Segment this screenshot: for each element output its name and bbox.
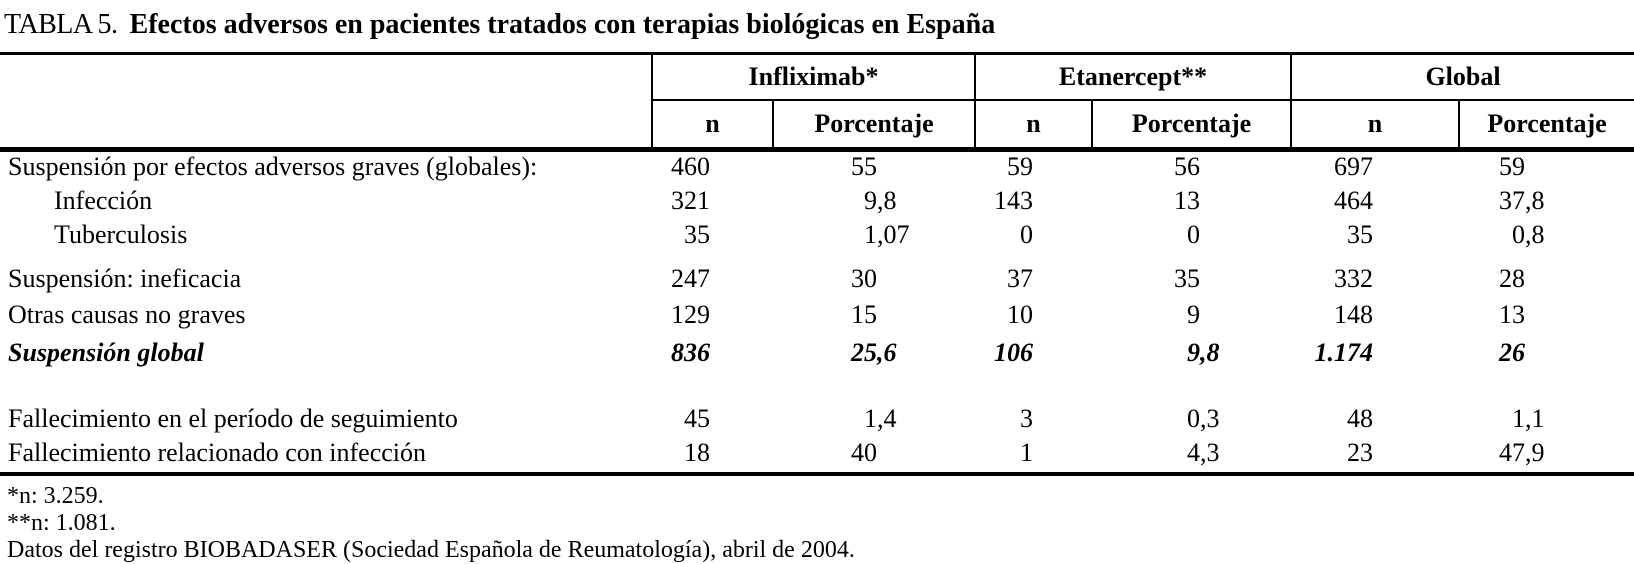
table-cell: 28	[1499, 264, 1526, 293]
table-cell: 464	[1334, 186, 1373, 215]
table-cell: 35	[684, 220, 710, 249]
table-row-suspension-global: Suspensión global 836 25,6 106 9,8 1.174…	[0, 334, 1634, 372]
table-cell: 0	[1187, 220, 1200, 249]
table-cell: 106	[994, 338, 1033, 367]
table-cell: 13	[1499, 300, 1526, 329]
corner-cell	[0, 53, 652, 152]
table-cell: 697	[1334, 152, 1373, 181]
table-cell: 13	[1174, 186, 1200, 215]
table-number-label: TABLA 5.	[4, 9, 118, 40]
table-cell: 45	[684, 404, 710, 433]
table-cell: 9	[1187, 300, 1200, 329]
table-cell: 143	[994, 186, 1033, 215]
table-cell: 129	[671, 300, 710, 329]
table-cell: 836	[671, 338, 710, 367]
table-cell: 35	[1347, 220, 1373, 249]
adverse-effects-table: Infliximab* Etanercept** Global n Porcen…	[0, 52, 1634, 476]
group-header-infliximab: Infliximab*	[651, 53, 975, 101]
table-cell: 56	[1174, 152, 1200, 181]
table-cell: 1	[1020, 438, 1033, 467]
table-cell: 1,07	[864, 220, 910, 249]
col-header-global-n: n	[1290, 99, 1459, 152]
table-cell: 0	[1020, 220, 1033, 249]
table-row: Fallecimiento relacionado con infección …	[0, 438, 1634, 474]
row-label: Infección	[54, 186, 153, 215]
sub-header-row: n Porcentaje n Porcentaje n Porcentaje	[0, 99, 1634, 152]
table-cell: 9,8	[1187, 338, 1220, 367]
table-row: Suspensión: ineficacia 247 30 37 35 332 …	[0, 254, 1634, 298]
table-cell: 40	[851, 438, 877, 467]
col-header-etanercept-n: n	[974, 99, 1092, 152]
table-cell: 3	[1020, 404, 1033, 433]
col-header-infliximab-pct: Porcentaje	[772, 99, 975, 152]
table-cell: 37,8	[1499, 186, 1545, 215]
table-cell: 59	[1499, 152, 1526, 181]
row-label: Otras causas no graves	[8, 300, 246, 329]
table-cell: 37	[1007, 264, 1033, 293]
table-cell: 9,8	[864, 186, 897, 215]
table-cell: 55	[851, 152, 877, 181]
table-row: Tuberculosis 35 1,07 0 0 35 0,8	[0, 220, 1634, 254]
table-cell: 1,4	[864, 404, 897, 433]
table-row: Otras causas no graves 129 15 10 9 148 1…	[0, 298, 1634, 334]
table-cell: 47,9	[1499, 438, 1545, 467]
table-cell: 30	[851, 264, 877, 293]
group-header-row: Infliximab* Etanercept** Global	[0, 53, 1634, 152]
col-header-etanercept-pct: Porcentaje	[1091, 99, 1291, 152]
row-label: Suspensión por efectos adversos graves (…	[8, 152, 538, 181]
footnotes: *n: 3.259. **n: 1.081. Datos del registr…	[0, 476, 1634, 564]
table-title-text: Efectos adversos en pacientes tratados c…	[129, 9, 996, 40]
group-header-global: Global	[1289, 53, 1634, 101]
row-label: Suspensión: ineficacia	[8, 264, 242, 293]
footnote-etanercept-n: **n: 1.081.	[7, 510, 116, 536]
col-header-infliximab-n: n	[651, 99, 773, 152]
table-row: Suspensión por efectos adversos graves (…	[0, 150, 1634, 187]
table-cell: 247	[671, 264, 710, 293]
table-cell: 0,3	[1187, 404, 1220, 433]
table-cell: 148	[1334, 300, 1373, 329]
table-cell: 332	[1334, 264, 1373, 293]
group-header-etanercept: Etanercept**	[974, 53, 1291, 101]
table-cell: 48	[1347, 404, 1373, 433]
row-label: Fallecimiento relacionado con infección	[8, 438, 426, 467]
table-cell: 25,6	[851, 338, 897, 367]
table-cell: 23	[1347, 438, 1373, 467]
row-label: Fallecimiento en el período de seguimien…	[8, 404, 458, 433]
footnote-infliximab-n: *n: 3.259.	[7, 483, 104, 509]
row-label: Tuberculosis	[54, 220, 188, 249]
table-cell: 15	[851, 300, 877, 329]
col-header-global-pct: Porcentaje	[1457, 99, 1634, 152]
table-row: Infección 321 9,8 143 13 464 37,8	[0, 186, 1634, 220]
table-cell: 4,3	[1187, 438, 1220, 467]
table-cell: 460	[671, 152, 710, 181]
table-cell: 26	[1499, 338, 1526, 367]
table-row: Fallecimiento en el período de seguimien…	[0, 402, 1634, 438]
spacer-row	[0, 372, 1634, 402]
table-title: TABLA 5. Efectos adversos en pacientes tr…	[0, 0, 1634, 52]
table-cell: 35	[1174, 264, 1200, 293]
row-label: Suspensión global	[8, 338, 204, 367]
table-cell: 1.174	[1314, 338, 1374, 367]
table-cell: 321	[671, 186, 710, 215]
table-cell: 10	[1007, 300, 1033, 329]
table-cell: 18	[684, 438, 710, 467]
table-cell: 59	[1007, 152, 1033, 181]
table-cell: 0,8	[1512, 220, 1545, 249]
footnote-source: Datos del registro BIOBADASER (Sociedad …	[7, 537, 855, 563]
table-cell: 1,1	[1512, 404, 1545, 433]
